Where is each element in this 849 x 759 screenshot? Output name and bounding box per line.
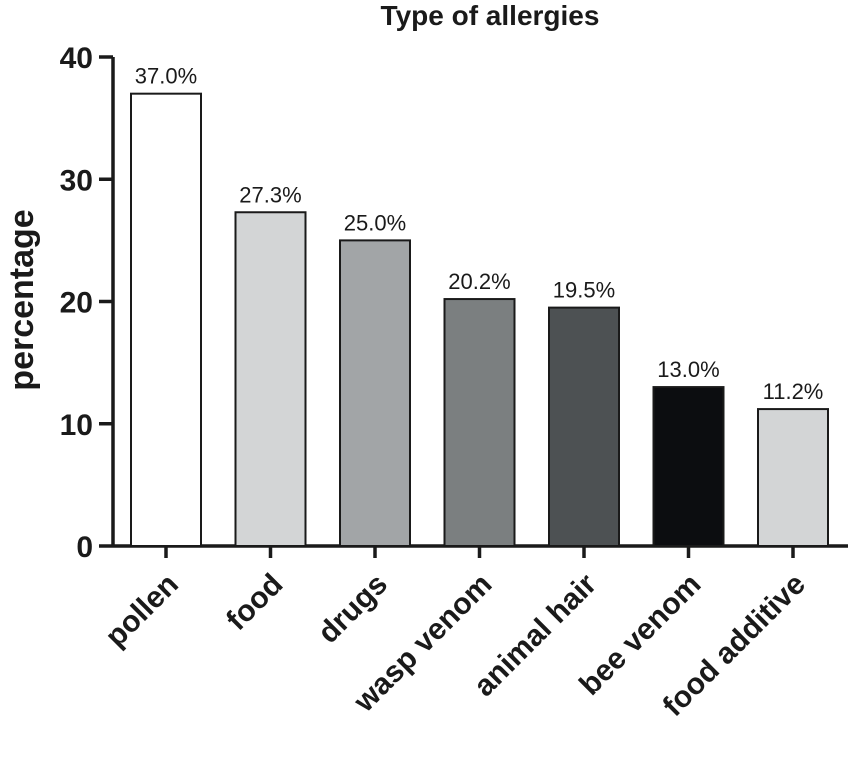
data-label: 20.2%	[448, 269, 510, 294]
data-label: 11.2%	[763, 379, 824, 404]
y-tick-label: 20	[60, 287, 93, 320]
y-tick-label: 40	[60, 42, 93, 75]
data-label: 37.0%	[135, 64, 197, 89]
data-label: 27.3%	[239, 182, 301, 207]
chart-title: Type of allergies	[381, 0, 600, 31]
y-tick-label: 10	[60, 409, 93, 442]
data-label: 13.0%	[657, 357, 719, 382]
x-tick-label: food	[220, 568, 289, 637]
data-label: 19.5%	[553, 278, 615, 303]
y-axis-label: percentage	[3, 209, 41, 390]
x-tick-label: drugs	[312, 568, 394, 650]
bar-food	[234, 211, 307, 547]
bar-animal-hair	[548, 306, 620, 547]
bar-pollen	[130, 92, 202, 548]
bar-bee-venom	[652, 386, 725, 548]
y-tick-label: 30	[60, 164, 93, 197]
data-label: 25.0%	[344, 210, 406, 235]
tick-layer: 0 10 20 30 40	[60, 42, 795, 564]
bars-layer	[130, 92, 829, 548]
bar-wasp-venom	[443, 298, 516, 547]
bar-food-additive	[757, 408, 829, 547]
bar-drugs	[339, 239, 411, 547]
x-tick-label: pollen	[99, 568, 185, 654]
y-tick-label: 0	[76, 531, 93, 564]
